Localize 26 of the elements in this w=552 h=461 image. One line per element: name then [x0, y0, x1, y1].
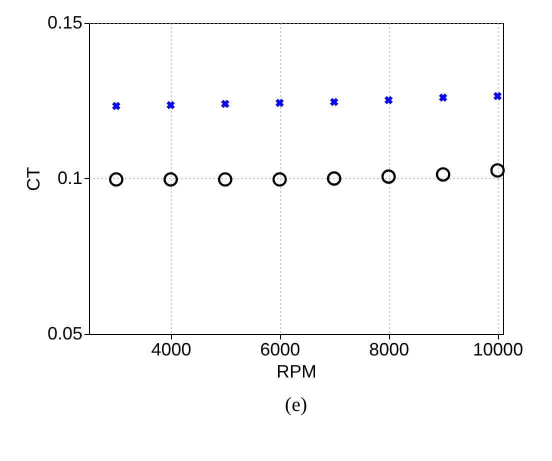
point	[326, 171, 342, 186]
point	[112, 102, 120, 110]
y-tick-label: 0.05	[47, 324, 82, 344]
point	[490, 163, 505, 178]
y-axis-title: CT	[23, 167, 44, 191]
point	[109, 172, 124, 187]
point	[221, 100, 230, 108]
x-axis-title: RPM	[276, 362, 316, 382]
x-tick-label: 8000	[369, 340, 410, 360]
point	[436, 167, 450, 182]
text: (e)	[284, 394, 308, 416]
y-tick-label: 0.15	[47, 12, 82, 32]
x-tick-label: 6000	[260, 340, 300, 360]
x-tick-label: 4000	[151, 340, 192, 360]
y-tick-label: 0.1	[57, 168, 82, 188]
x-tick-label: 10000	[473, 340, 524, 360]
point	[276, 98, 284, 108]
point	[272, 172, 287, 187]
point	[384, 96, 393, 104]
point	[330, 98, 338, 106]
point	[218, 172, 232, 187]
point	[438, 94, 448, 102]
point	[493, 92, 502, 100]
point	[166, 100, 175, 110]
point	[381, 169, 396, 184]
point	[163, 172, 178, 187]
